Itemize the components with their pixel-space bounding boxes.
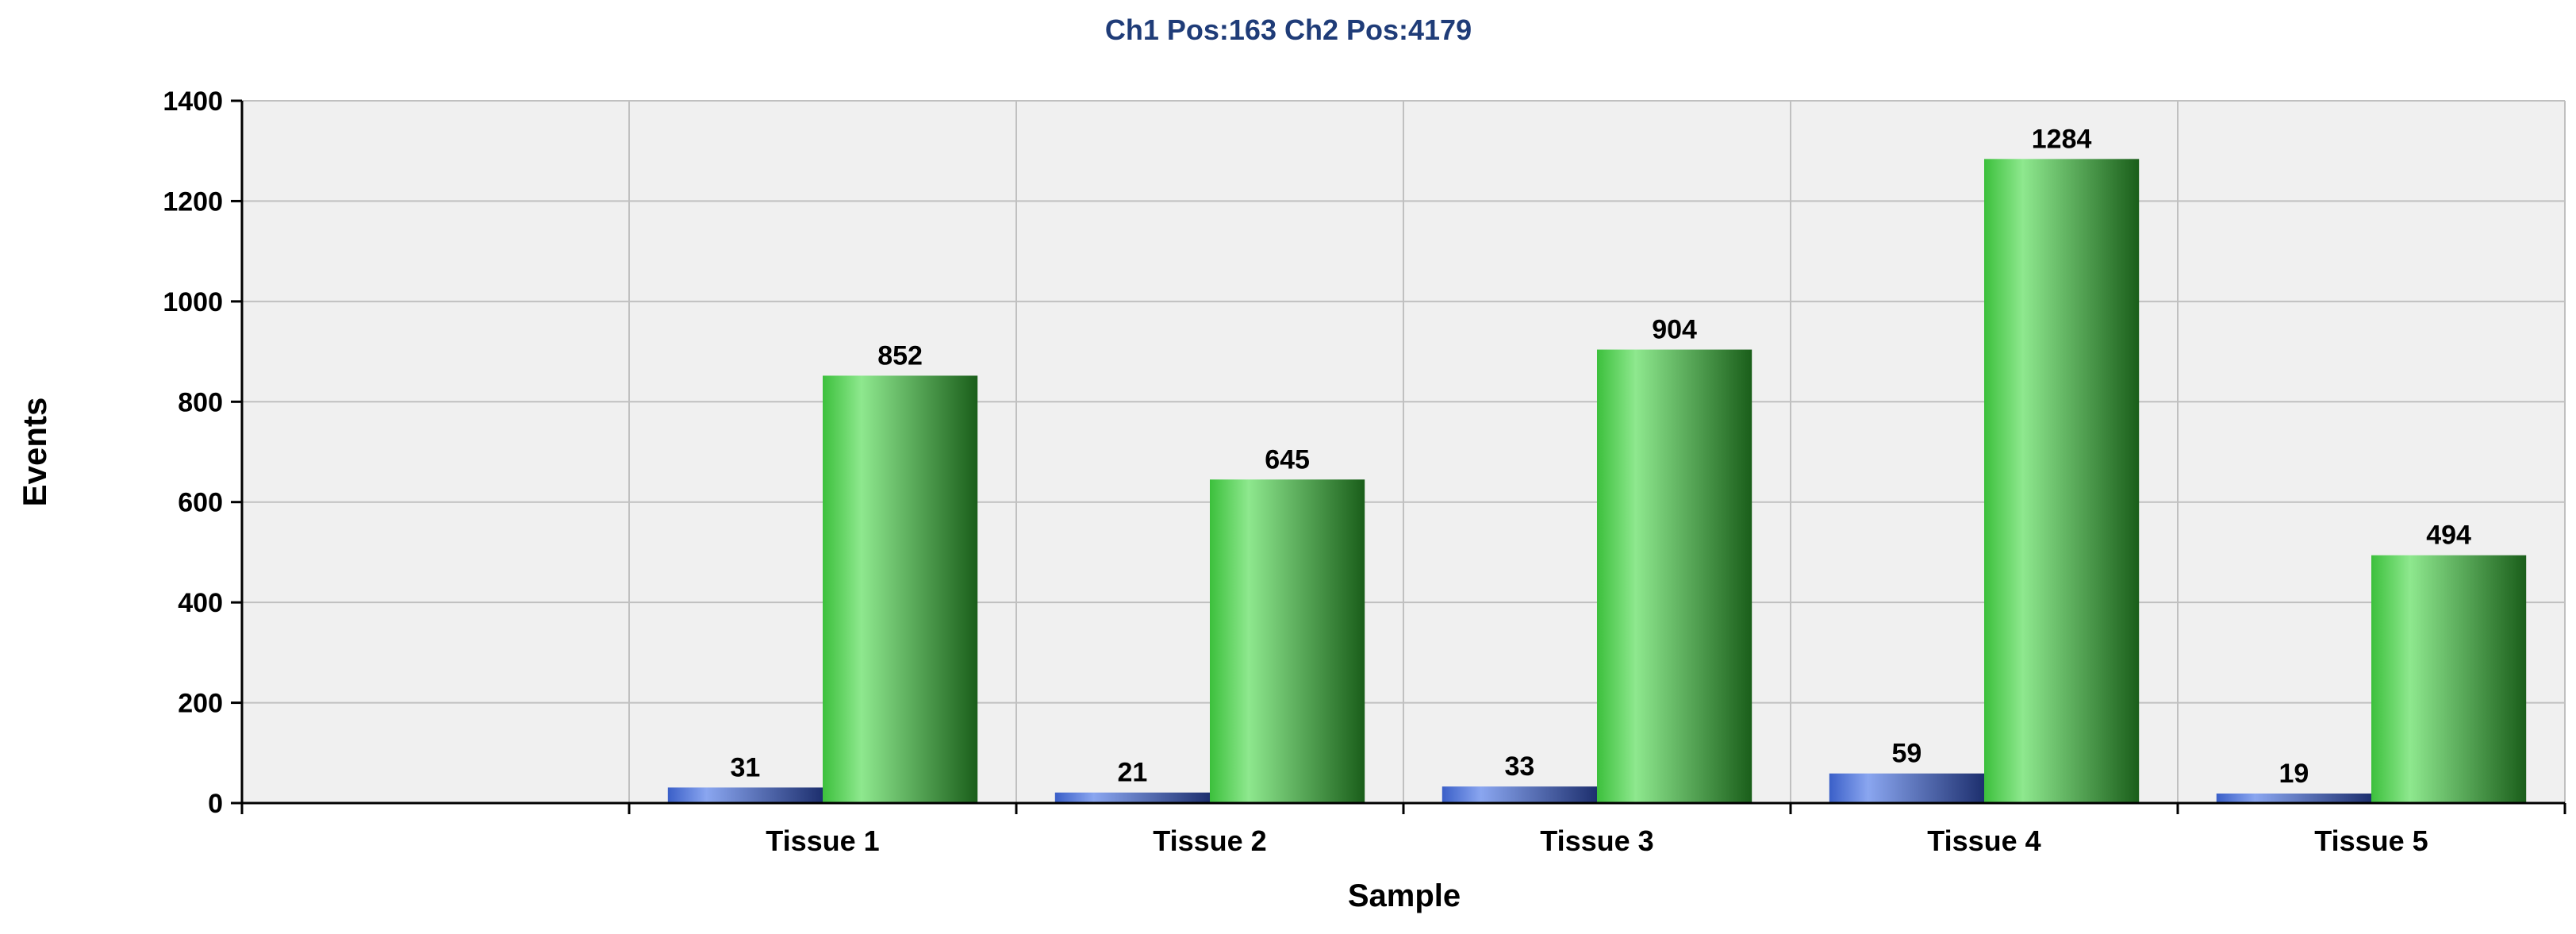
- bar-tissue-4-series-2: [1984, 159, 2140, 804]
- bar-tissue-1-series-2: [823, 375, 978, 803]
- y-tick-label: 600: [178, 488, 223, 518]
- x-tick-label: Tissue 5: [2314, 824, 2428, 857]
- y-tick-label: 1000: [163, 287, 223, 317]
- bar-tissue-2-series-2: [1210, 479, 1365, 803]
- y-tick-label: 200: [178, 689, 223, 719]
- bar-tissue-1-series-1: [667, 787, 823, 803]
- data-label: 1284: [2032, 124, 2092, 154]
- data-label: 31: [730, 752, 760, 782]
- x-tick-label: Tissue 3: [1540, 824, 1653, 857]
- data-label: 494: [2426, 521, 2471, 551]
- labels: 0 200 400 600 800 1000 1200 1400 31 852 Tissue 1 21…: [163, 86, 2471, 857]
- data-label: 19: [2278, 759, 2309, 789]
- data-label: 59: [1891, 739, 1921, 769]
- y-tick-label: 1400: [163, 86, 223, 117]
- x-axis-title: Sample: [1348, 878, 1461, 913]
- x-tick-label: Tissue 2: [1153, 824, 1266, 857]
- y-tick-label: 0: [208, 789, 223, 819]
- axes: [231, 99, 2566, 814]
- chart-title: Ch1 Pos:163 Ch2 Pos:4179: [1105, 13, 1472, 46]
- data-label: 21: [1117, 758, 1147, 788]
- bar-tissue-5-series-1: [2216, 793, 2371, 803]
- x-tick-label: Tissue 4: [1927, 824, 2040, 857]
- bar-tissue-2-series-1: [1054, 792, 1210, 803]
- data-label: 852: [877, 340, 923, 371]
- x-tick-label: Tissue 1: [766, 824, 879, 857]
- bar-tissue-5-series-2: [2371, 555, 2527, 803]
- data-label: 33: [1504, 751, 1534, 782]
- bar-tissue-3-series-1: [1442, 786, 1597, 803]
- bar-tissue-4-series-1: [1829, 773, 1984, 803]
- bar-tissue-3-series-2: [1597, 349, 1753, 803]
- y-axis-title: Events: [16, 398, 53, 507]
- data-label: 645: [1265, 444, 1310, 475]
- bars: [667, 159, 2527, 804]
- y-tick-label: 1200: [163, 186, 223, 217]
- y-tick-label: 400: [178, 588, 223, 618]
- data-label: 904: [1652, 315, 1697, 345]
- grid-lines: [242, 100, 2566, 803]
- y-tick-label: 800: [178, 387, 223, 417]
